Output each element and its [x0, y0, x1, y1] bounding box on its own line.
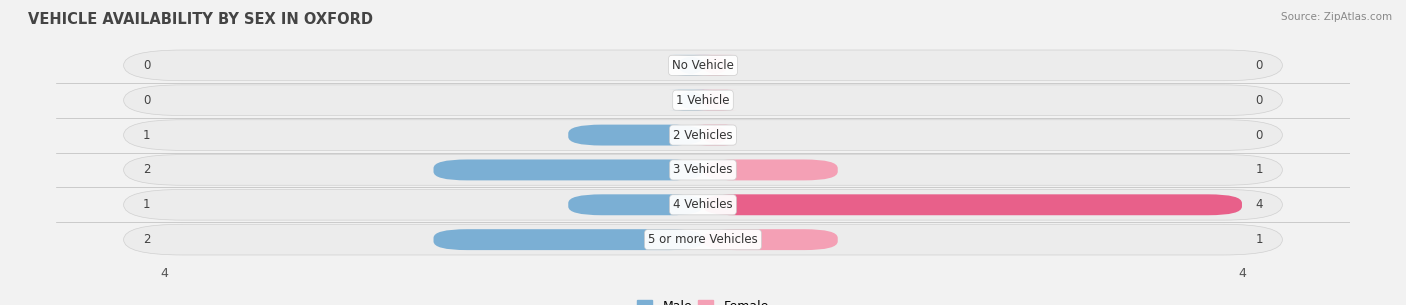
Text: 3 Vehicles: 3 Vehicles	[673, 163, 733, 176]
FancyBboxPatch shape	[703, 160, 838, 180]
Text: 1 Vehicle: 1 Vehicle	[676, 94, 730, 107]
Text: 4 Vehicles: 4 Vehicles	[673, 198, 733, 211]
FancyBboxPatch shape	[568, 125, 703, 145]
FancyBboxPatch shape	[693, 125, 737, 145]
FancyBboxPatch shape	[124, 50, 1282, 81]
Text: 1: 1	[1256, 163, 1263, 176]
FancyBboxPatch shape	[693, 90, 737, 111]
Text: Source: ZipAtlas.com: Source: ZipAtlas.com	[1281, 12, 1392, 22]
Text: 0: 0	[1256, 94, 1263, 107]
Text: No Vehicle: No Vehicle	[672, 59, 734, 72]
Text: 2 Vehicles: 2 Vehicles	[673, 129, 733, 142]
FancyBboxPatch shape	[433, 160, 703, 180]
Text: 1: 1	[143, 198, 150, 211]
FancyBboxPatch shape	[703, 229, 838, 250]
FancyBboxPatch shape	[433, 229, 703, 250]
Legend: Male, Female: Male, Female	[633, 295, 773, 305]
FancyBboxPatch shape	[703, 194, 1241, 215]
Text: 5 or more Vehicles: 5 or more Vehicles	[648, 233, 758, 246]
FancyBboxPatch shape	[669, 90, 713, 111]
Text: 0: 0	[143, 94, 150, 107]
Text: 0: 0	[1256, 59, 1263, 72]
Text: 1: 1	[1256, 233, 1263, 246]
FancyBboxPatch shape	[124, 155, 1282, 185]
FancyBboxPatch shape	[693, 55, 737, 76]
Text: 1: 1	[143, 129, 150, 142]
FancyBboxPatch shape	[124, 120, 1282, 150]
Text: 2: 2	[143, 233, 150, 246]
FancyBboxPatch shape	[124, 224, 1282, 255]
Text: 4: 4	[1256, 198, 1263, 211]
FancyBboxPatch shape	[669, 55, 713, 76]
Text: 0: 0	[143, 59, 150, 72]
FancyBboxPatch shape	[568, 194, 703, 215]
FancyBboxPatch shape	[124, 189, 1282, 220]
Text: 2: 2	[143, 163, 150, 176]
Text: 0: 0	[1256, 129, 1263, 142]
Text: VEHICLE AVAILABILITY BY SEX IN OXFORD: VEHICLE AVAILABILITY BY SEX IN OXFORD	[28, 12, 373, 27]
FancyBboxPatch shape	[124, 85, 1282, 116]
